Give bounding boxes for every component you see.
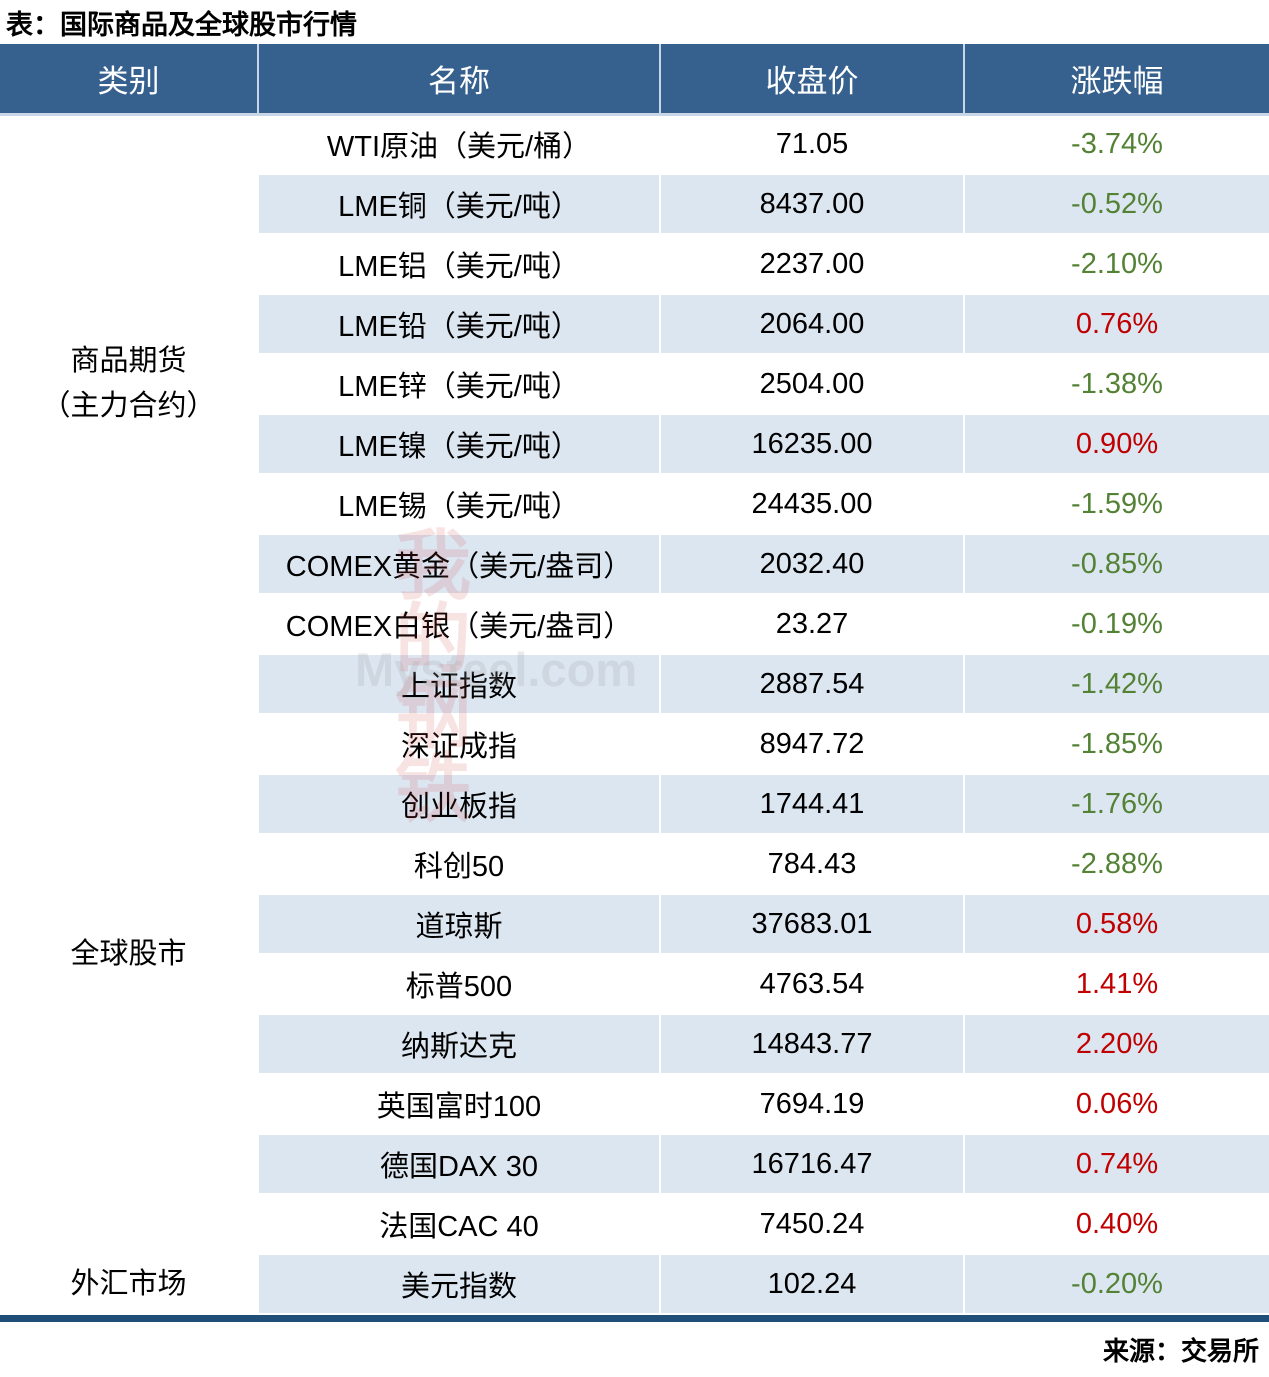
close-price: 784.43 [660,834,965,895]
table-row: 法国CAC 40 7450.24 0.40% [0,1194,1269,1255]
table-row: COMEX白银（美元/盎司） 23.27 -0.19% [0,594,1269,655]
instrument-name: 法国CAC 40 [258,1194,661,1255]
instrument-name: LME锌（美元/吨） [258,354,661,415]
source-note: 来源：交易所 [1102,1336,1259,1366]
quote-table: 类别 名称 收盘价 涨跌幅 商品期货 （主力合约） WTI原油（美元/桶） 71.0… [0,44,1269,1315]
change-percent: 1.41% [964,954,1269,1015]
change-percent: -1.85% [964,714,1269,775]
table-row: LME铜（美元/吨） 8437.00 -0.52% [0,174,1269,235]
table-row: 科创50 784.43 -2.88% [0,834,1269,895]
close-price: 16716.47 [660,1134,965,1195]
close-price: 1744.41 [660,774,965,835]
close-price: 2887.54 [660,654,965,715]
close-price: 8947.72 [660,714,965,775]
table-header: 类别 名称 收盘价 涨跌幅 [0,44,1269,116]
table-row: LME锡（美元/吨） 24435.00 -1.59% [0,474,1269,535]
change-percent: 0.58% [964,894,1269,955]
table-row: LME锌（美元/吨） 2504.00 -1.38% [0,354,1269,415]
header-category: 类别 [0,44,259,116]
instrument-name: LME铅（美元/吨） [258,294,661,355]
change-percent: -3.74% [964,114,1269,175]
close-price: 14843.77 [660,1014,965,1075]
change-percent: -0.20% [964,1254,1269,1315]
table-row: 外汇市场 美元指数 102.24 -0.20% [0,1253,1269,1315]
header-name: 名称 [258,44,661,116]
page-title: 表：国际商品及全球股市行情 [6,10,357,40]
instrument-name: WTI原油（美元/桶） [258,114,661,175]
category-cell: 外汇市场 [0,1253,259,1315]
change-percent: -1.59% [964,474,1269,535]
table-row: 纳斯达克 14843.77 2.20% [0,1014,1269,1075]
close-price: 8437.00 [660,174,965,235]
change-percent: 0.40% [964,1194,1269,1255]
instrument-name: LME锡（美元/吨） [258,474,661,535]
close-price: 2032.40 [660,534,965,595]
instrument-name: COMEX白银（美元/盎司） [258,594,661,655]
instrument-name: 纳斯达克 [258,1014,661,1075]
change-percent: 0.74% [964,1134,1269,1195]
instrument-name: COMEX黄金（美元/盎司） [258,534,661,595]
change-percent: 0.76% [964,294,1269,355]
instrument-name: 道琼斯 [258,894,661,955]
table-row: COMEX黄金（美元/盎司） 2032.40 -0.85% [0,534,1269,595]
change-percent: -0.52% [964,174,1269,235]
close-price: 24435.00 [660,474,965,535]
instrument-name: LME镍（美元/吨） [258,414,661,475]
instrument-name: 美元指数 [258,1254,661,1315]
change-percent: -1.76% [964,774,1269,835]
table-row: 全球股市 上证指数 2887.54 -1.42% [0,653,1269,1255]
change-percent: -0.19% [964,594,1269,655]
table-row: 创业板指 1744.41 -1.76% [0,774,1269,835]
close-price: 2237.00 [660,234,965,295]
table-row: 德国DAX 30 16716.47 0.74% [0,1134,1269,1195]
close-price: 23.27 [660,594,965,655]
instrument-name: 标普500 [258,954,661,1015]
header-row: 类别 名称 收盘价 涨跌幅 [0,44,1269,116]
close-price: 7694.19 [660,1074,965,1135]
table-row: 商品期货 （主力合约） WTI原油（美元/桶） 71.05 -3.74% [0,114,1269,655]
change-percent: -2.88% [964,834,1269,895]
close-price: 2504.00 [660,354,965,415]
close-price: 16235.00 [660,414,965,475]
table-row: 英国富时100 7694.19 0.06% [0,1074,1269,1135]
change-percent: -1.42% [964,654,1269,715]
instrument-name: 英国富时100 [258,1074,661,1135]
instrument-name: 上证指数 [258,654,661,715]
change-percent: -1.38% [964,354,1269,415]
category-cell: 商品期货 （主力合约） [0,114,259,655]
change-percent: -0.85% [964,534,1269,595]
close-price: 71.05 [660,114,965,175]
close-price: 7450.24 [660,1194,965,1255]
quote-table-wrap: 类别 名称 收盘价 涨跌幅 商品期货 （主力合约） WTI原油（美元/桶） 71.0… [0,44,1269,1322]
close-price: 37683.01 [660,894,965,955]
table-body: 商品期货 （主力合约） WTI原油（美元/桶） 71.05 -3.74% LME铜（美元… [0,114,1269,1315]
header-close: 收盘价 [660,44,965,116]
close-price: 4763.54 [660,954,965,1015]
instrument-name: 深证成指 [258,714,661,775]
change-percent: 2.20% [964,1014,1269,1075]
instrument-name: 德国DAX 30 [258,1134,661,1195]
category-cell: 全球股市 [0,653,259,1255]
table-row: 深证成指 8947.72 -1.85% [0,714,1269,775]
close-price: 102.24 [660,1254,965,1315]
instrument-name: LME铜（美元/吨） [258,174,661,235]
change-percent: -2.10% [964,234,1269,295]
instrument-name: LME铝（美元/吨） [258,234,661,295]
table-row: 道琼斯 37683.01 0.58% [0,894,1269,955]
instrument-name: 创业板指 [258,774,661,835]
header-change: 涨跌幅 [964,44,1269,116]
close-price: 2064.00 [660,294,965,355]
table-row: LME铝（美元/吨） 2237.00 -2.10% [0,234,1269,295]
table-row: LME镍（美元/吨） 16235.00 0.90% [0,414,1269,475]
table-row: LME铅（美元/吨） 2064.00 0.76% [0,294,1269,355]
change-percent: 0.90% [964,414,1269,475]
instrument-name: 科创50 [258,834,661,895]
change-percent: 0.06% [964,1074,1269,1135]
table-row: 标普500 4763.54 1.41% [0,954,1269,1015]
